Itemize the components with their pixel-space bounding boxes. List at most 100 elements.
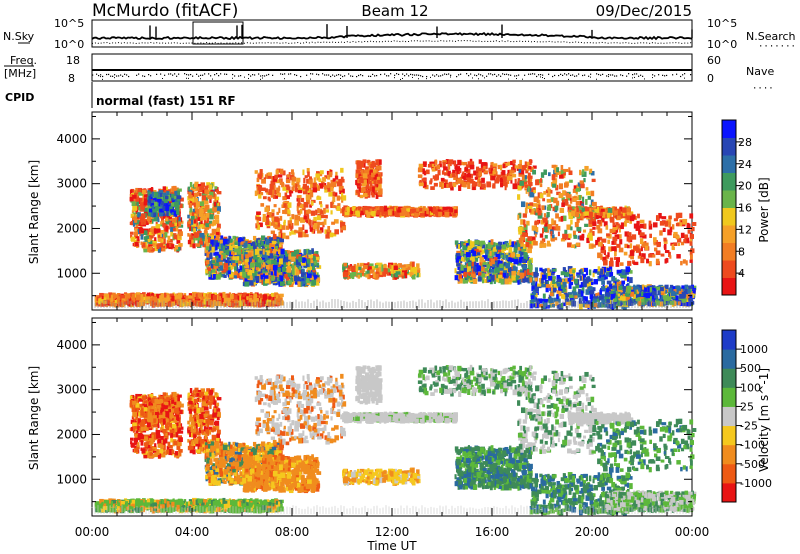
power-cell [274,270,277,277]
power-cell [367,267,372,273]
power-cell [332,178,336,182]
power-cell [414,212,419,217]
power-cell [410,261,415,268]
power-cell [506,278,512,283]
power-cell [366,270,371,274]
power-cell [154,201,158,207]
power-cell [302,254,308,259]
power-cell [268,214,274,218]
power-cell [306,273,312,278]
power-cell [302,224,305,231]
power-cell [505,254,509,261]
power-cell [303,177,306,184]
power-cell [265,264,270,270]
power-cell [264,243,268,248]
power-cell [164,232,168,238]
power-cell [407,211,410,218]
power-cell [146,292,151,298]
power-cell [338,178,342,184]
power-cell [485,249,489,256]
power-cell [252,235,257,241]
power-cell [143,245,149,250]
power-cell [210,264,214,269]
power-cell [335,171,338,177]
power-cell [488,167,494,174]
power-cell [514,165,519,169]
power-cell [157,247,161,253]
power-cell [311,279,317,286]
power-cell [267,244,270,250]
power-cell [390,265,394,271]
power-cell [362,173,368,179]
power-cell [375,159,380,166]
power-cell [376,262,380,267]
power-cell [205,293,209,299]
power-cell [140,220,143,226]
power-cell [192,292,195,299]
power-cell [304,234,309,238]
power-cell [361,187,366,192]
power-cell [452,172,456,178]
power-cell [467,183,471,189]
power-cell [352,206,356,211]
power-cell [304,175,308,179]
power-cell [216,227,220,233]
power-cell [466,243,469,247]
power-cell [260,264,263,269]
power-cell [262,294,268,300]
power-cell [462,175,467,180]
power-cell [302,206,306,211]
power-cell [307,267,312,271]
power-cell [222,291,226,298]
power-cell [303,280,307,285]
power-cell [467,164,472,168]
power-cell [247,298,251,305]
power-cell [435,206,440,211]
power-cell [261,178,266,184]
power-cell [282,209,285,214]
power-cell [167,219,172,224]
power-cell [371,176,374,182]
power-cell [283,261,287,267]
power-cell [236,270,240,276]
power-cell [329,232,334,238]
power-cell [366,191,370,195]
power-cell [479,261,482,266]
power-cell [177,292,183,298]
power-cell [297,197,301,204]
power-cell [216,206,221,212]
power-cell [253,293,258,298]
power-cell [315,256,320,260]
power-cell [264,207,269,212]
power-cell [140,241,143,245]
power-cell [286,179,291,184]
power-cell [199,201,204,207]
power-cell [492,247,497,252]
power-cell [332,181,337,188]
power-cell [422,161,427,165]
power-cell [484,279,488,283]
power-cell [522,277,526,283]
power-cell [313,259,318,266]
power-cell [488,261,493,267]
power-cell [507,257,513,262]
power-cell [401,272,405,276]
power-cell [246,296,249,300]
power-cell [118,301,122,307]
power-cell [183,294,186,299]
power-cell [253,258,258,263]
power-cell [308,254,314,258]
power-cell [190,215,195,220]
power-cell [157,301,161,307]
power-cell [503,182,508,187]
power-cell [359,164,362,170]
power-cell [254,190,258,197]
power-cell [315,221,320,228]
power-cell [304,229,308,234]
power-cell [127,300,131,305]
power-cell [360,179,364,184]
power-cell [143,296,147,301]
power-cell [395,271,401,275]
power-cell [306,214,310,220]
power-heatmap [91,158,697,310]
